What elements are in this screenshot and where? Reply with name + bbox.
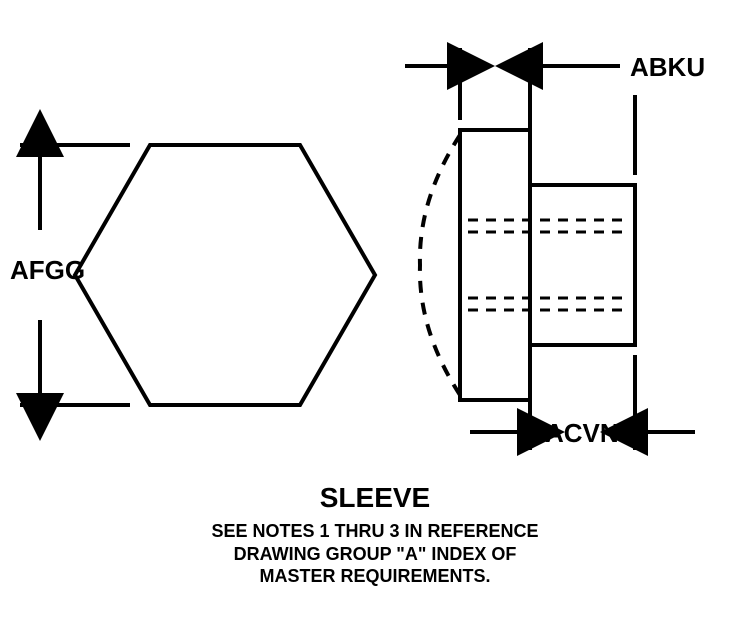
label-abku: ABKU bbox=[630, 52, 705, 83]
notes-line-1: SEE NOTES 1 THRU 3 IN REFERENCE bbox=[0, 520, 750, 543]
notes-line-3: MASTER REQUIREMENTS. bbox=[0, 565, 750, 588]
label-afgg: AFGG bbox=[10, 255, 85, 286]
reference-notes: SEE NOTES 1 THRU 3 IN REFERENCE DRAWING … bbox=[0, 520, 750, 588]
part-title: SLEEVE bbox=[0, 482, 750, 514]
label-acvn: ACVN bbox=[545, 418, 619, 449]
notes-line-2: DRAWING GROUP "A" INDEX OF bbox=[0, 543, 750, 566]
diagram-container: AFGG ABKU ACVN SLEEVE SEE NOTES 1 THRU 3… bbox=[0, 0, 750, 631]
hexagon-front-view bbox=[75, 145, 375, 405]
sleeve-side-view bbox=[420, 130, 635, 400]
